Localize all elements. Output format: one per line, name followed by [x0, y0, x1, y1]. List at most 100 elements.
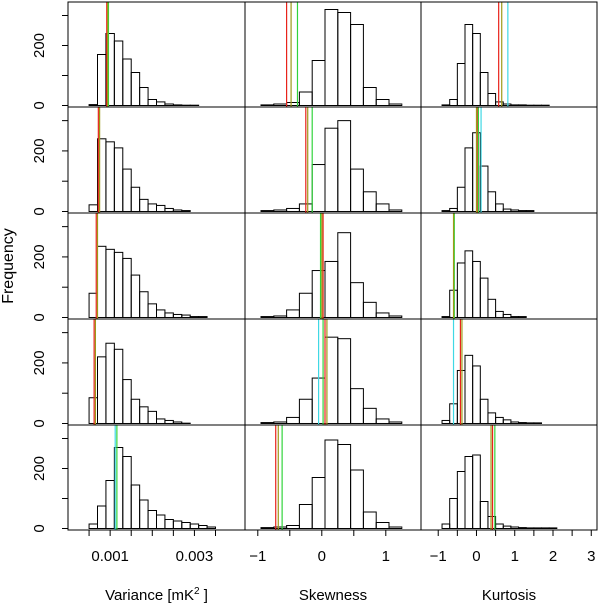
panel-r4-c3 — [420, 318, 598, 426]
histogram-bar — [518, 422, 527, 424]
y-tick-label: 200 — [31, 244, 48, 269]
histogram-bar — [502, 313, 512, 318]
histogram-bar — [337, 444, 352, 529]
histogram-bar — [172, 104, 183, 107]
histogram-bar — [525, 527, 535, 530]
histogram-bar — [456, 262, 466, 318]
histogram-bar — [198, 525, 208, 529]
histogram-bar — [172, 520, 183, 529]
histogram-bar — [441, 104, 451, 107]
histogram-bar — [122, 456, 132, 529]
histogram-bar — [324, 127, 339, 212]
histogram-bar — [337, 120, 352, 212]
panel-frame — [420, 1, 598, 108]
panel-frame — [67, 1, 246, 108]
histogram-bar — [548, 527, 558, 530]
histogram-bar — [350, 282, 364, 318]
histogram-bar — [375, 99, 390, 106]
x-tick-label: −1 — [249, 548, 266, 565]
panel-frame — [420, 212, 598, 320]
histogram-bar — [541, 527, 550, 530]
histogram-bar — [172, 209, 183, 212]
histogram-bar — [164, 419, 174, 424]
histogram-bar — [510, 526, 520, 529]
histogram-bar — [518, 527, 527, 529]
histogram-bar — [105, 141, 115, 212]
y-tick-label: 0 — [31, 101, 48, 109]
y-tick-label: 200 — [31, 33, 48, 58]
histogram-bar — [147, 510, 157, 529]
panel-r3-c3 — [420, 212, 598, 320]
histogram-bar — [189, 316, 200, 318]
histogram-bar — [88, 523, 98, 529]
histogram-bar — [495, 416, 504, 424]
histogram-bar — [122, 168, 132, 212]
histogram-bar — [472, 260, 481, 318]
histogram-bar — [502, 208, 512, 212]
histogram-bar — [189, 523, 200, 529]
histogram-bar — [456, 471, 466, 529]
histogram-bar — [298, 504, 313, 529]
histogram-bar — [311, 60, 326, 106]
panel-frame — [420, 318, 598, 426]
y-tick-label: 0 — [31, 313, 48, 321]
panel-r4-c1: 0 200 — [31, 318, 246, 428]
histogram-bar — [260, 422, 275, 424]
histogram-bar — [388, 315, 403, 318]
histogram-bar — [273, 315, 288, 318]
histogram-bar — [156, 204, 166, 212]
histogram-bar — [164, 207, 174, 212]
histogram-bar — [464, 354, 474, 424]
histogram-bar — [97, 356, 107, 424]
y-tick-label: 0 — [31, 524, 48, 532]
histogram-bar — [472, 454, 481, 529]
histogram-bar — [441, 316, 451, 318]
histogram-bar — [533, 527, 543, 530]
histogram-bar — [130, 274, 141, 318]
y-tick-label: 0 — [31, 419, 48, 427]
panel-r5-c1: 0 200 — [31, 424, 246, 533]
histogram-bar — [181, 210, 191, 212]
histogram-bar — [510, 104, 520, 107]
histogram-bar — [273, 209, 288, 212]
histogram-bar — [147, 99, 157, 106]
histogram-bar — [105, 342, 115, 424]
x-axis-col-3: −1 0 1 2 3 Kurtosis — [430, 530, 595, 604]
histogram-bar — [147, 203, 157, 212]
panel-frame — [67, 106, 246, 214]
x-tick-label: 1 — [511, 548, 519, 565]
histogram-bar — [518, 210, 527, 212]
histogram-bar — [260, 104, 275, 107]
histogram-bar — [510, 421, 520, 424]
y-tick-label: 200 — [31, 350, 48, 375]
panel-r2-c3 — [420, 106, 598, 214]
histogram-bar — [130, 484, 141, 529]
histogram-bar — [487, 191, 497, 212]
histogram-bar — [525, 422, 535, 424]
histogram-bar — [464, 250, 474, 318]
histogram-bar — [388, 526, 403, 529]
histogram-bar — [181, 314, 191, 318]
y-tick-label: 200 — [31, 456, 48, 481]
histogram-bar — [139, 406, 149, 424]
histogram-bar — [113, 40, 124, 106]
histogram-bar — [273, 421, 288, 424]
histogram-bar — [156, 101, 166, 107]
panel-r4-c2 — [244, 318, 422, 426]
histogram-bar — [286, 309, 300, 318]
histogram-bar — [502, 525, 512, 529]
panel-frame — [420, 424, 598, 531]
histogram-bar — [139, 291, 149, 318]
histogram-bar — [97, 505, 107, 529]
histogram-bar — [164, 519, 174, 529]
histogram-bar — [350, 388, 364, 424]
histogram-bar — [495, 203, 504, 212]
histogram-bar — [206, 526, 216, 529]
histogram-bar — [472, 365, 481, 424]
histogram-bar — [495, 523, 504, 529]
histogram-bar — [350, 168, 364, 212]
panel-frame — [244, 212, 422, 320]
histogram-bar — [456, 186, 466, 212]
histogram-bar — [198, 316, 208, 318]
